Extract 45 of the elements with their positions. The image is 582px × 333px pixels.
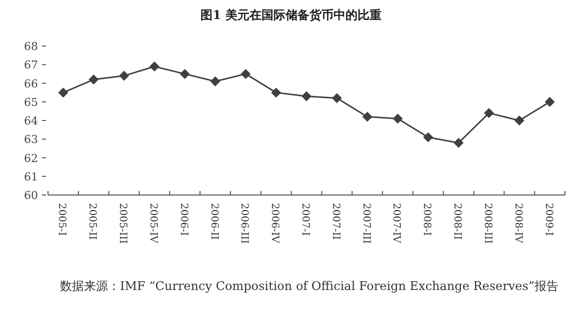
y-tick-label: 64: [24, 114, 38, 128]
point: [271, 88, 282, 98]
source-note: 数据来源：IMF “Currency Composition of Official Foreign Exchange Reserves”报告: [60, 279, 559, 293]
point: [210, 76, 220, 86]
point: [119, 70, 130, 81]
point: [392, 114, 403, 124]
x-tick-label: 2007-III: [360, 203, 372, 244]
x-tick-label: 2008-III: [482, 203, 493, 244]
point: [149, 61, 160, 72]
point: [484, 108, 494, 118]
x-tick-label: 2008-I: [421, 203, 432, 236]
point: [88, 74, 99, 85]
x-tick-label: 2008-IV: [512, 203, 524, 244]
point: [544, 96, 555, 107]
y-tick-label: 62: [24, 152, 38, 165]
x-tick-label: 2005-II: [86, 203, 98, 240]
x-tick-label: 2008-II: [452, 203, 463, 240]
x-tick-label: 2005-III: [117, 203, 128, 244]
point: [302, 91, 312, 102]
x-tick-label: 2006-II: [208, 203, 220, 240]
x-tick-label: 2007-II: [330, 203, 341, 240]
point: [362, 112, 372, 122]
point: [240, 68, 251, 79]
x-tick-label: 2005-I: [56, 203, 68, 236]
point: [514, 116, 524, 126]
x-tick-label: 2006-I: [178, 203, 189, 236]
x-tick-label: 2007-IV: [390, 203, 402, 244]
y-tick-label: 68: [24, 40, 38, 53]
y-tick-label: 61: [24, 170, 38, 184]
x-tick-label: 2006-IV: [269, 203, 280, 244]
point: [180, 68, 190, 79]
y-tick-label: 65: [24, 96, 38, 109]
x-tick-label: 2006-III: [238, 203, 250, 244]
y-tick-label: 63: [24, 133, 38, 146]
y-tick-label: 66: [24, 77, 38, 90]
point: [332, 93, 342, 104]
x-tick-label: 2007-I: [300, 203, 310, 236]
point: [423, 132, 434, 142]
y-tick-label: 60: [24, 189, 38, 202]
y-tick-label: 67: [24, 58, 38, 72]
point: [454, 138, 464, 148]
x-tick-label: 2009-I: [542, 203, 554, 236]
chart-title: 图1 美元在国际储备货币中的比重: [200, 8, 382, 22]
x-tick-label: 2005-IV: [147, 203, 158, 244]
point: [58, 88, 68, 98]
